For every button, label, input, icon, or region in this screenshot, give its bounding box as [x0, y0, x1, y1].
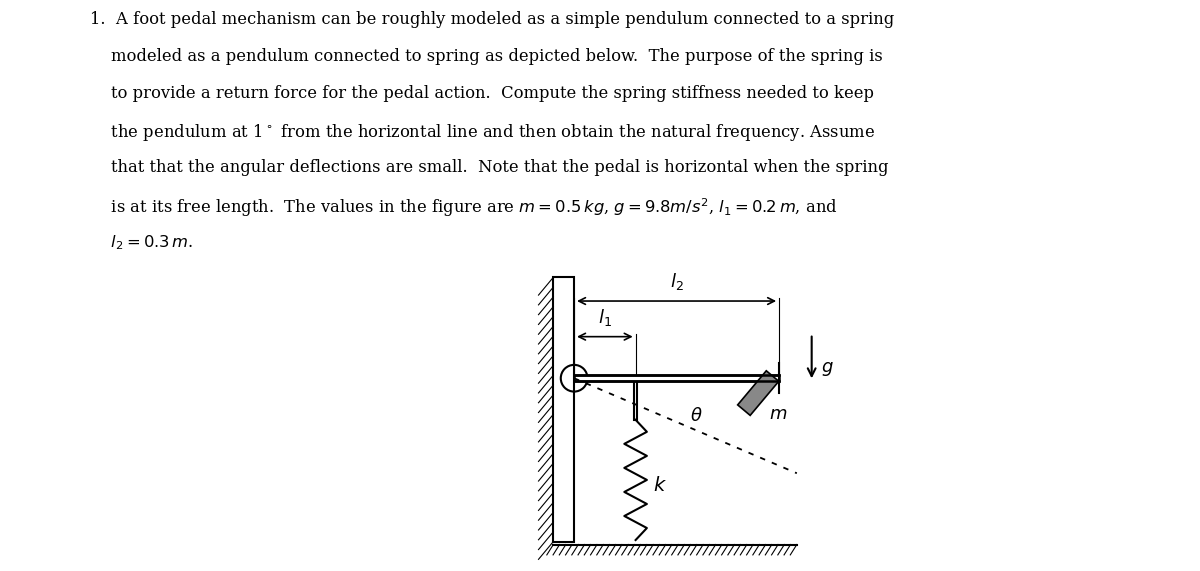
Text: that that the angular deflections are small.  Note that the pedal is horizontal : that that the angular deflections are sm… — [90, 159, 888, 176]
Text: the pendulum at 1$^\circ$ from the horizontal line and then obtain the natural f: the pendulum at 1$^\circ$ from the horiz… — [90, 122, 875, 143]
Polygon shape — [574, 375, 779, 381]
Text: $l_1$: $l_1$ — [598, 307, 612, 328]
Text: to provide a return force for the pedal action.  Compute the spring stiffness ne: to provide a return force for the pedal … — [90, 85, 874, 102]
Text: $m$: $m$ — [769, 405, 787, 423]
Text: $k$: $k$ — [654, 476, 667, 496]
Text: $g$: $g$ — [821, 360, 833, 379]
Polygon shape — [634, 378, 637, 420]
Text: 1.  A foot pedal mechanism can be roughly modeled as a simple pendulum connected: 1. A foot pedal mechanism can be roughly… — [90, 11, 894, 28]
Text: $l_2 = 0.3\,m$.: $l_2 = 0.3\,m$. — [90, 233, 193, 252]
Text: $l_2$: $l_2$ — [670, 271, 684, 292]
Text: $\theta$: $\theta$ — [690, 407, 702, 425]
Polygon shape — [738, 371, 779, 415]
Text: is at its free length.  The values in the figure are $m = 0.5\,kg$, $g = 9.8m/s^: is at its free length. The values in the… — [90, 196, 838, 219]
Text: modeled as a pendulum connected to spring as depicted below.  The purpose of the: modeled as a pendulum connected to sprin… — [90, 48, 883, 65]
